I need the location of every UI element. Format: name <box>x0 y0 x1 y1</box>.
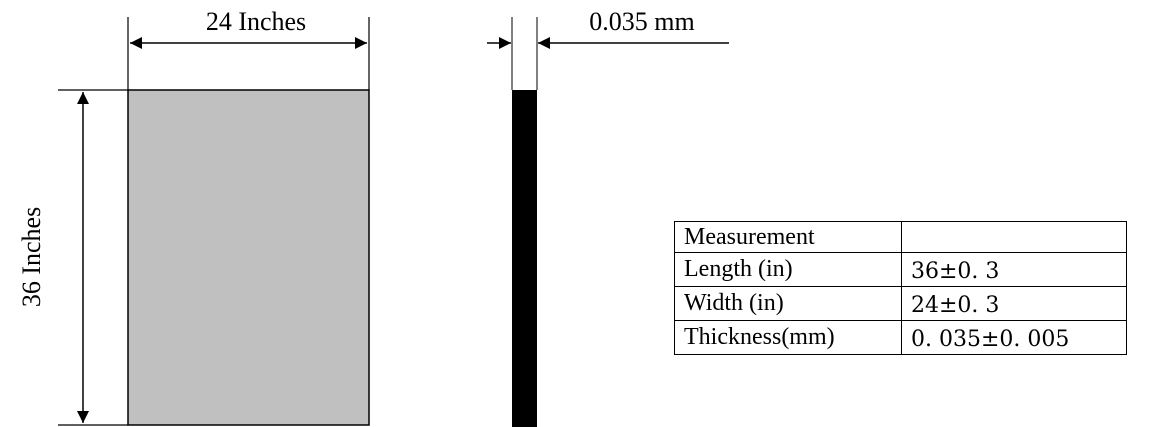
row-label: Thickness(mm) <box>674 320 902 355</box>
table-row: Length (in) 36±0. 3 <box>674 252 1127 287</box>
width-label: 24 Inches <box>206 7 306 36</box>
row-value: 0. 035±0. 005 <box>901 320 1127 355</box>
row-label: Width (in) <box>674 286 902 321</box>
row-value: 24±0. 3 <box>901 286 1127 321</box>
measurement-table: Measurement Length (in) 36±0. 3 Width (i… <box>674 221 1127 355</box>
thickness-label: 0.035 mm <box>589 7 694 36</box>
table-header-row: Measurement <box>674 221 1127 253</box>
panel-rect <box>127 89 370 426</box>
film-profile <box>512 90 537 427</box>
header-value <box>901 221 1127 253</box>
table-row: Width (in) 24±0. 3 <box>674 286 1127 321</box>
header-label: Measurement <box>674 221 902 253</box>
row-label: Length (in) <box>674 252 902 287</box>
table-row: Thickness(mm) 0. 035±0. 005 <box>674 320 1127 355</box>
height-label: 36 Inches <box>17 207 46 307</box>
row-value: 36±0. 3 <box>901 252 1127 287</box>
